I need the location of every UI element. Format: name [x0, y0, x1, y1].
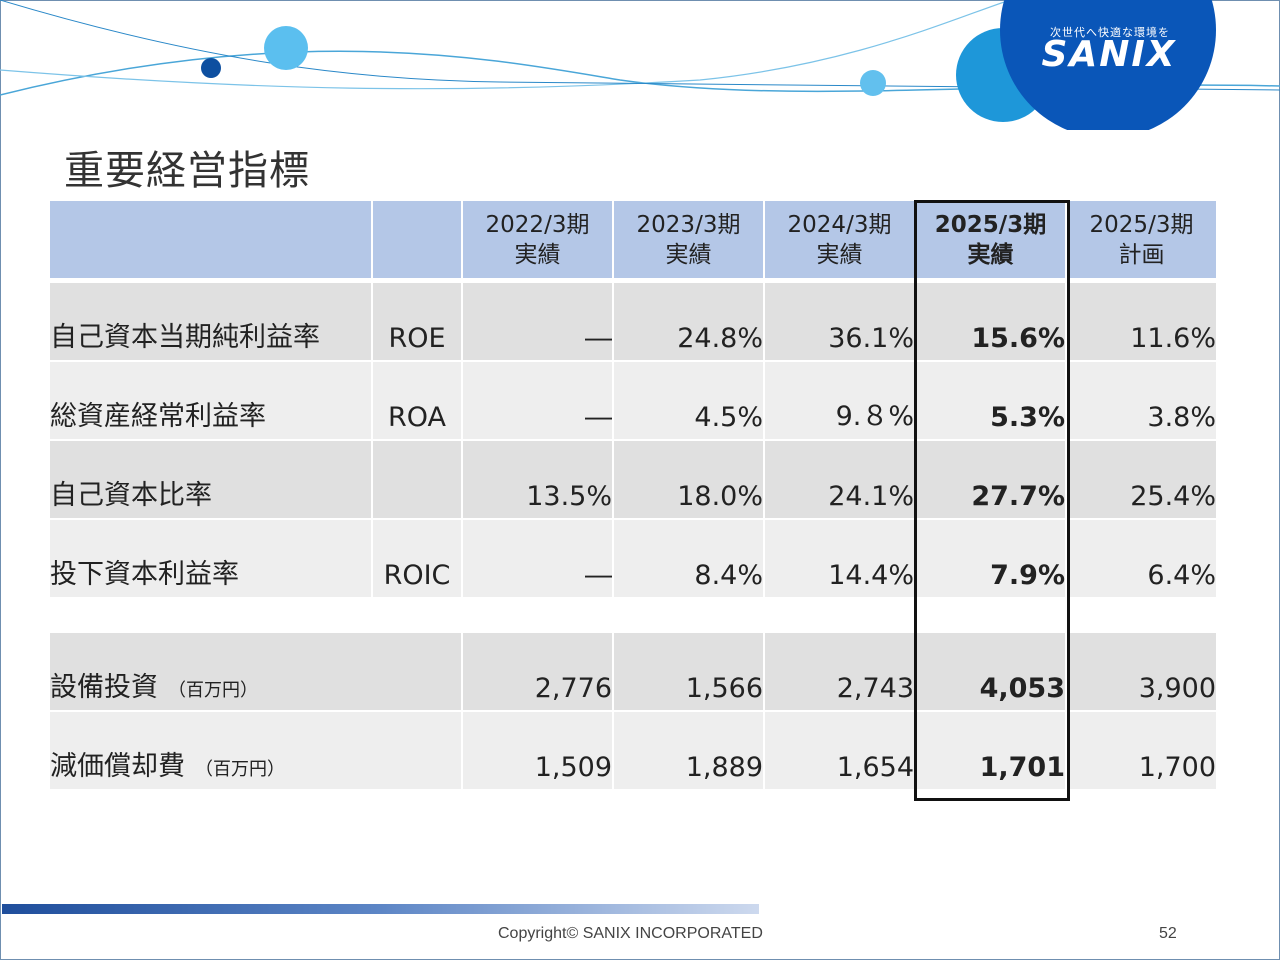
decor-dot-light	[264, 26, 308, 70]
table-row-equity-ratio: 自己資本比率 13.5% 18.0% 24.1% 27.7% 25.4%	[50, 441, 1218, 520]
row-unit: （百万円）	[195, 759, 285, 780]
table-cell: 1,654	[765, 712, 916, 791]
table-cell: 9.８%	[765, 362, 916, 441]
row-abbr: ROE	[373, 283, 463, 362]
table-cell: 8.4%	[614, 520, 765, 599]
table-cell: 36.1%	[765, 283, 916, 362]
decor-dot-small	[860, 70, 886, 96]
row-abbr	[373, 441, 463, 520]
table-cell: 2,743	[765, 633, 916, 712]
table-cell: 1,509	[463, 712, 614, 791]
row-label: 総資産経常利益率	[50, 362, 373, 441]
column-header: 2025/3期 計画	[1067, 201, 1218, 278]
table-row-roe: 自己資本当期純利益率 ROE ― 24.8% 36.1% 15.6% 11.6%	[50, 283, 1218, 362]
row-abbr: ROIC	[373, 520, 463, 599]
table-cell: ―	[463, 362, 614, 441]
table-cell: 14.4%	[765, 520, 916, 599]
table-cell: 3,900	[1067, 633, 1218, 712]
company-logo: SANIX	[1041, 34, 1177, 75]
table-cell: 18.0%	[614, 441, 765, 520]
row-label: 設備投資 （百万円）	[50, 633, 463, 712]
table-row-roa: 総資産経常利益率 ROA ― 4.5% 9.８% 5.3% 3.8%	[50, 362, 1218, 441]
table-cell-highlight: 7.9%	[916, 520, 1067, 599]
table-row-capex: 設備投資 （百万円） 2,776 1,566 2,743 4,053 3,900	[50, 633, 1218, 712]
row-abbr: ROA	[373, 362, 463, 441]
table-cell-highlight: 27.7%	[916, 441, 1067, 520]
row-label: 減価償却費 （百万円）	[50, 712, 463, 791]
table-cell: 2,776	[463, 633, 614, 712]
table-cell: 4.5%	[614, 362, 765, 441]
table-cell: 3.8%	[1067, 362, 1218, 441]
page-title: 重要経営指標	[64, 148, 310, 194]
row-unit: （百万円）	[168, 680, 258, 701]
footer-gradient-bar	[2, 904, 759, 914]
table-cell: 1,889	[614, 712, 765, 791]
column-header: 2024/3期 実績	[765, 201, 916, 278]
header-blank-abbr	[373, 201, 463, 278]
table-cell-highlight: 15.6%	[916, 283, 1067, 362]
table-cell: 1,700	[1067, 712, 1218, 791]
page-number: 52	[1159, 925, 1177, 942]
logo-tagline: 次世代へ快適な環境を	[1050, 26, 1170, 39]
table-cell: 24.1%	[765, 441, 916, 520]
kpi-table: 2022/3期 実績 2023/3期 実績 2024/3期 実績 2025/3期 実績 …	[50, 201, 1218, 791]
header-blank-label	[50, 201, 373, 278]
column-header-highlight: 2025/3期 実績	[916, 201, 1067, 278]
column-header: 2022/3期 実績	[463, 201, 614, 278]
row-label: 自己資本当期純利益率	[50, 283, 373, 362]
decor-curve-2	[0, 0, 1011, 90]
table-cell: ―	[463, 520, 614, 599]
header-decoration	[0, 0, 1280, 130]
table-row-roic: 投下資本利益率 ROIC ― 8.4% 14.4% 7.9% 6.4%	[50, 520, 1218, 599]
decor-dot-dark	[201, 58, 221, 78]
table-cell: 13.5%	[463, 441, 614, 520]
row-label: 投下資本利益率	[50, 520, 373, 599]
table-cell: 1,566	[614, 633, 765, 712]
decor-circle-big	[1000, 0, 1216, 130]
table-cell: 24.8%	[614, 283, 765, 362]
table-row-depreciation: 減価償却費 （百万円） 1,509 1,889 1,654 1,701 1,700	[50, 712, 1218, 791]
table-cell-highlight: 4,053	[916, 633, 1067, 712]
table-cell-highlight: 5.3%	[916, 362, 1067, 441]
row-label: 自己資本比率	[50, 441, 373, 520]
column-header: 2023/3期 実績	[614, 201, 765, 278]
table-cell: 11.6%	[1067, 283, 1218, 362]
copyright-text: Copyright© SANIX INCORPORATED	[498, 925, 763, 942]
table-cell: 6.4%	[1067, 520, 1218, 599]
table-cell: ―	[463, 283, 614, 362]
table-cell-highlight: 1,701	[916, 712, 1067, 791]
table-header-row: 2022/3期 実績 2023/3期 実績 2024/3期 実績 2025/3期 実績 …	[50, 201, 1218, 278]
table-cell: 25.4%	[1067, 441, 1218, 520]
